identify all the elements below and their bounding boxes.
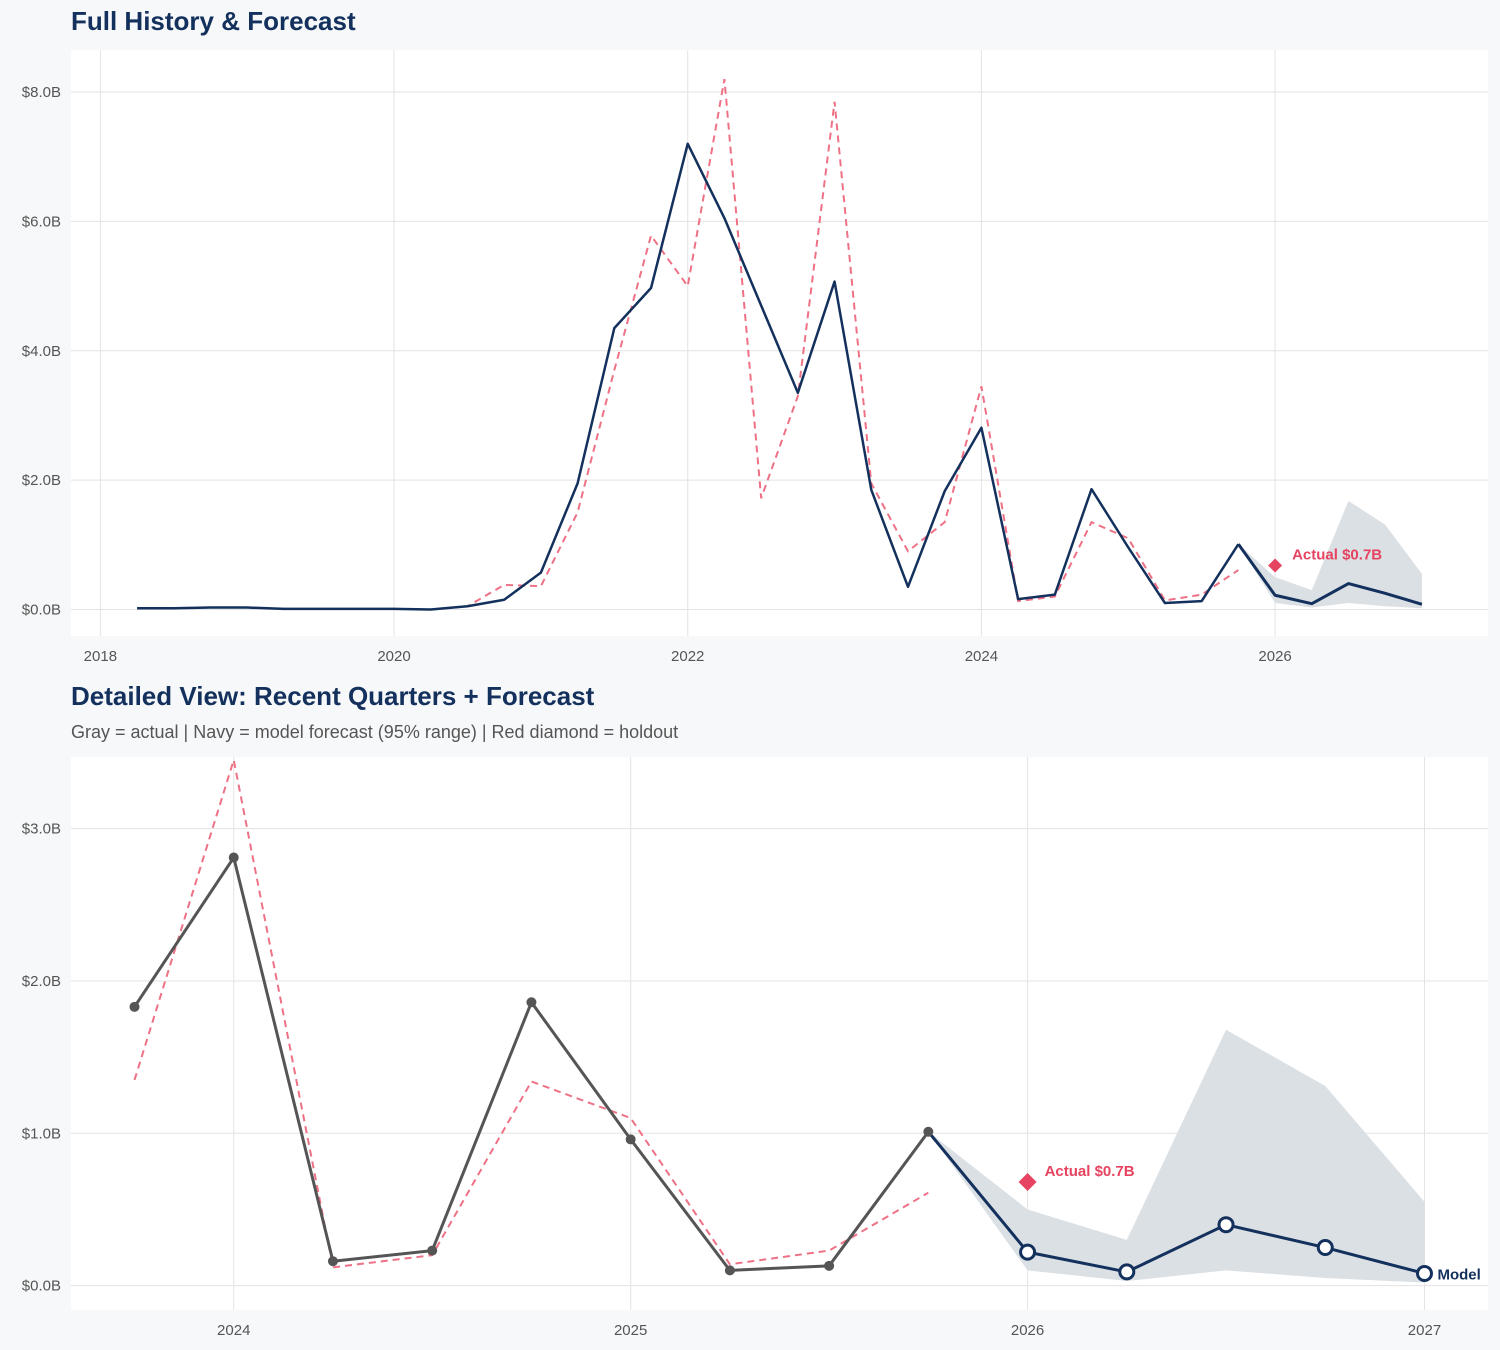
actual-point bbox=[824, 1260, 835, 1271]
x-tick-label: 2024 bbox=[965, 648, 998, 665]
forecast-line bbox=[1237, 543, 1423, 606]
chart-title-full-history: Full History & Forecast bbox=[71, 6, 356, 36]
forecast-label: Model bbox=[1437, 1266, 1480, 1283]
forecast-point bbox=[1415, 1264, 1433, 1282]
fitted-line bbox=[133, 759, 929, 1269]
x-tick-label: 2026 bbox=[1011, 1322, 1044, 1339]
x-tick-label: 2025 bbox=[614, 1322, 647, 1339]
forecast-point bbox=[1118, 1263, 1136, 1281]
forecast-95-band bbox=[1238, 500, 1422, 609]
x-tick-label: 2022 bbox=[671, 648, 704, 665]
y-tick-label: $3.0B bbox=[22, 821, 61, 838]
y-tick-label: $6.0B bbox=[22, 213, 61, 230]
holdout-diamond bbox=[1018, 1173, 1037, 1192]
x-tick-label: 2024 bbox=[217, 1322, 250, 1339]
actual-point bbox=[228, 852, 239, 863]
detailed-view-chart: $0.0B $1.0B $2.0B $3.0B 2024 2025 2026 2027 Mode… bbox=[22, 757, 1488, 1339]
y-tick-label: $0.0B bbox=[22, 601, 61, 618]
forecast-point bbox=[1019, 1243, 1037, 1261]
actual-point bbox=[427, 1245, 438, 1256]
y-tick-label: $0.0B bbox=[22, 1278, 61, 1295]
holdout-diamond bbox=[1268, 558, 1283, 573]
actual-point bbox=[526, 997, 537, 1008]
x-tick-label: 2027 bbox=[1408, 1322, 1441, 1339]
x-tick-label: 2026 bbox=[1258, 648, 1291, 665]
actual-point bbox=[923, 1126, 934, 1137]
actual-point bbox=[724, 1265, 735, 1276]
full-history-chart: $0.0B $2.0B $4.0B $6.0B $8.0B 2018 2020 2022 202… bbox=[22, 50, 1488, 665]
holdout-label: Actual $0.7B bbox=[1045, 1163, 1135, 1180]
chart-title-detailed-view: Detailed View: Recent Quarters + Forecas… bbox=[71, 681, 595, 711]
plot-area bbox=[71, 50, 1488, 636]
forecast-95-band bbox=[928, 1029, 1425, 1283]
forecast-line bbox=[927, 1130, 1425, 1275]
x-tick-label: 2020 bbox=[377, 648, 410, 665]
holdout-label: Actual $0.7B bbox=[1292, 546, 1382, 563]
actual-point bbox=[625, 1134, 636, 1145]
forecast-point bbox=[1217, 1216, 1235, 1234]
actual-line bbox=[137, 142, 1240, 611]
actual-point bbox=[327, 1256, 338, 1267]
y-tick-label: $8.0B bbox=[22, 84, 61, 101]
y-tick-label: $1.0B bbox=[22, 1125, 61, 1142]
y-tick-label: $2.0B bbox=[22, 973, 61, 990]
actual-point bbox=[129, 1001, 140, 1012]
chart-subtitle: Gray = actual | Navy = model forecast (9… bbox=[71, 722, 679, 742]
y-tick-label: $2.0B bbox=[22, 472, 61, 489]
forecast-point bbox=[1316, 1239, 1334, 1257]
x-tick-label: 2018 bbox=[84, 648, 117, 665]
y-tick-label: $4.0B bbox=[22, 343, 61, 360]
